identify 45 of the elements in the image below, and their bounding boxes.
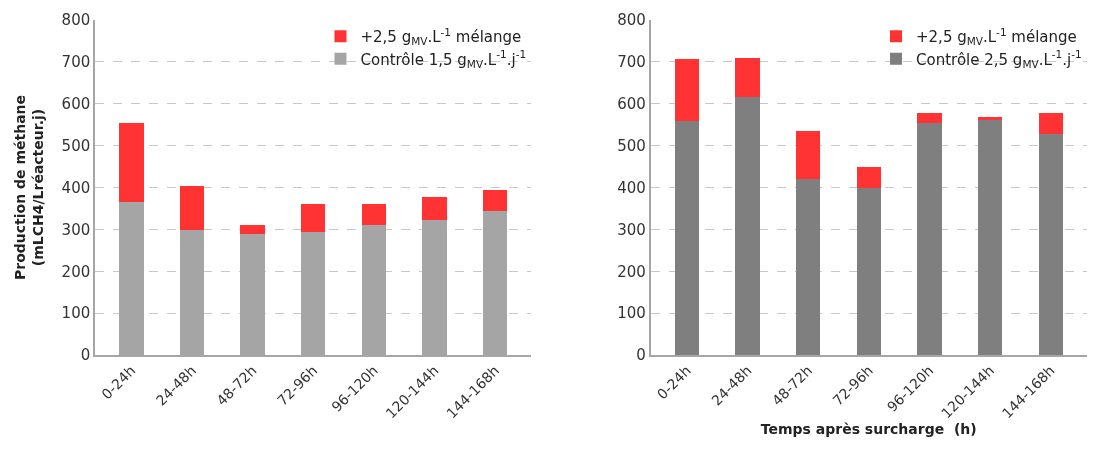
y-tick-label: 500 [617, 136, 646, 155]
y-tick-label: 200 [617, 262, 646, 281]
y-tick-label: 800 [61, 11, 91, 30]
y-tick-label: 400 [617, 178, 646, 197]
y-tick-label: 100 [617, 304, 646, 323]
legend-label: Contrôle 1,5 g$_{MV}$.L$^{-1}$.j$^{-1}$ [360, 48, 527, 70]
bar [917, 123, 942, 355]
y-tick-label: 700 [617, 53, 646, 72]
y-tick-label: 500 [61, 136, 91, 155]
bar [856, 187, 881, 355]
bar [977, 119, 1003, 355]
bar [240, 224, 265, 234]
y-tick-label: 300 [617, 220, 646, 239]
bar [735, 97, 760, 355]
bar [301, 203, 326, 232]
bar [735, 57, 760, 98]
bar [796, 130, 821, 180]
bar [674, 121, 700, 355]
bar [796, 179, 821, 355]
y-tick-label: 0 [80, 346, 91, 365]
legend-label: Contrôle 2,5 g$_{MV}$.L$^{-1}$.j$^{-1}$ [916, 48, 1082, 70]
bar [674, 59, 700, 122]
bar [856, 166, 881, 188]
legend-label: +2,5 g$_{MV}$.L$^{-1}$ mélange [916, 25, 1077, 48]
bar [1038, 112, 1063, 134]
legend-label: +2,5 g$_{MV}$.L$^{-1}$ mélange [360, 25, 522, 48]
bar [977, 116, 1003, 120]
y-tick-label: 800 [617, 11, 646, 30]
bar [179, 186, 205, 231]
y-tick-label: 100 [61, 304, 91, 323]
y-axis-title: Production de méthane (mLCH4/Lréacteur.j) [11, 94, 46, 281]
bar [1038, 133, 1063, 355]
bar [361, 203, 386, 226]
y-tick-label: 300 [61, 220, 91, 239]
y-tick-label: 700 [61, 53, 91, 72]
y-tick-label: 200 [61, 262, 91, 281]
y-tick-label: 400 [61, 178, 91, 197]
y-tick-label: 600 [61, 95, 91, 113]
x-axis-title: Temps après surcharge (h) [760, 421, 977, 438]
bar [917, 112, 942, 124]
bar [119, 123, 144, 203]
bar [482, 189, 508, 211]
y-tick-label: 600 [617, 95, 646, 113]
bar [422, 197, 447, 220]
y-tick-label: 0 [636, 346, 646, 365]
